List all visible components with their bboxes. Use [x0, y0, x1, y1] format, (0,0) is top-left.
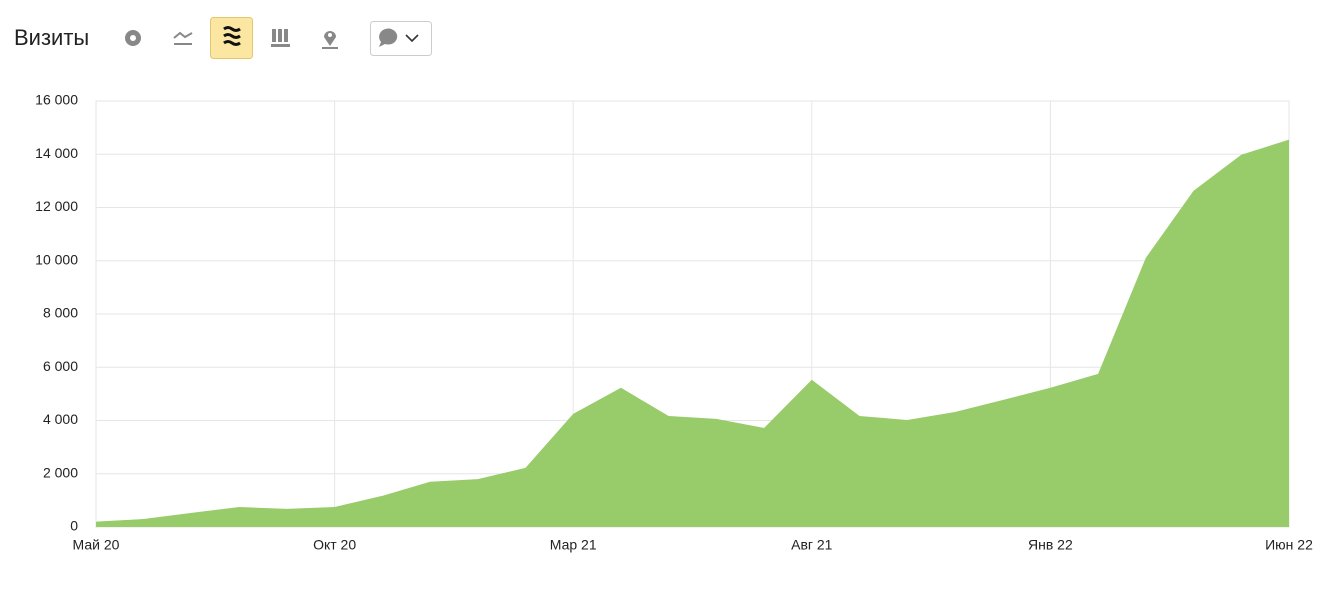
x-tick-label: Май 20 [73, 537, 120, 553]
x-tick-label: Янв 22 [1028, 537, 1073, 553]
area [96, 139, 1289, 527]
x-tick-label: Авг 21 [791, 537, 833, 553]
y-tick-label: 8 000 [43, 305, 78, 321]
x-tick-label: Июн 22 [1265, 537, 1313, 553]
y-tick-label: 0 [70, 518, 78, 534]
map-button[interactable] [322, 31, 338, 49]
x-tick-label: Мар 21 [550, 537, 597, 553]
x-tick-label: Окт 20 [313, 537, 356, 553]
notes-dropdown[interactable] [370, 21, 432, 56]
chart-title: Визиты [14, 25, 89, 50]
y-tick-label: 10 000 [35, 251, 78, 267]
line-chart-button[interactable] [173, 31, 193, 45]
pie-chart-button[interactable] [125, 30, 141, 46]
area-chart-button[interactable] [210, 17, 253, 59]
y-tick-label: 6 000 [43, 358, 78, 374]
y-tick-label: 12 000 [35, 198, 78, 214]
y-tick-label: 14 000 [35, 145, 78, 161]
y-tick-label: 4 000 [43, 411, 78, 427]
bar-chart-button[interactable] [271, 29, 290, 47]
y-tick-label: 2 000 [43, 464, 78, 480]
plot-area: 0 2 000 4 000 6 000 8 000 10 000 12 000 14 000 1… [35, 92, 1313, 553]
y-tick-label: 16 000 [35, 92, 78, 108]
